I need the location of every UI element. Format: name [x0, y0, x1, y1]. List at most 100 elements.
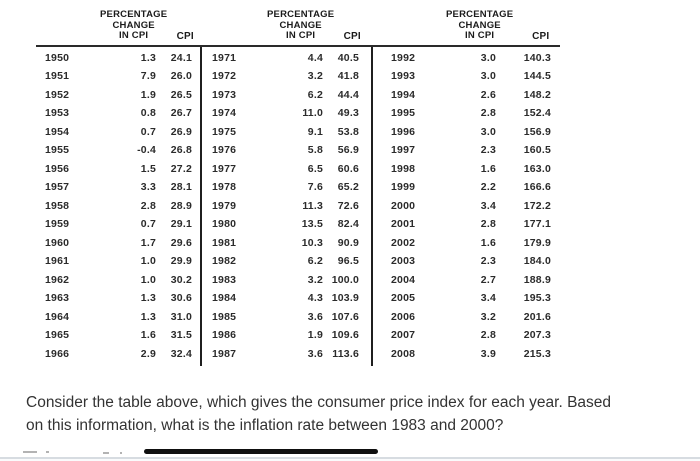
cpi-cell: 107.6 [331, 310, 359, 323]
table-row: 2002 1.6 179.9 [391, 234, 551, 253]
pct-change-cell: 3.0 [480, 51, 496, 64]
table-row: 1975 9.1 53.8 [212, 123, 359, 142]
year-cell: 1993 [391, 70, 416, 83]
pct-header-line3: IN CPI [286, 30, 316, 41]
year-cell: 1963 [45, 292, 70, 305]
cpi-cell: 26.7 [170, 107, 192, 120]
year-cell: 1965 [45, 329, 70, 342]
cpi-cell: 72.6 [337, 199, 359, 212]
table-row: 1987 3.6 113.6 [212, 345, 359, 364]
cpi-cell: 166.6 [523, 181, 551, 194]
pct-change-cell: 13.5 [301, 218, 323, 231]
table-row: 1966 2.9 32.4 [45, 345, 192, 364]
table-row: 1992 3.0 140.3 [391, 49, 551, 68]
year-cell: 1982 [212, 255, 237, 268]
table-header-group-3: PERCENTAGE CHANGE IN CPI CPI [373, 9, 560, 42]
pct-change-cell: 2.6 [480, 88, 496, 101]
cpi-cell: 27.2 [170, 162, 192, 175]
table-header-group-2: PERCENTAGE CHANGE IN CPI CPI [200, 9, 373, 42]
table-row: 1978 7.6 65.2 [212, 178, 359, 197]
table-row: 1998 1.6 163.0 [391, 160, 551, 179]
pct-change-cell: 1.5 [140, 162, 156, 175]
year-cell: 1975 [212, 125, 237, 138]
cpi-cell: 172.2 [523, 199, 551, 212]
cpi-cell: 163.0 [523, 162, 551, 175]
cpi-cell: 215.3 [523, 347, 551, 360]
cpi-cell: 24.1 [170, 51, 192, 64]
table-row: 2004 2.7 188.9 [391, 271, 551, 290]
year-cell: 1962 [45, 273, 70, 286]
pct-change-cell: 1.9 [140, 88, 156, 101]
table-row: 1963 1.3 30.6 [45, 289, 192, 308]
year-cell: 1984 [212, 292, 237, 305]
table-row: 1986 1.9 109.6 [212, 326, 359, 345]
cpi-cell: 144.5 [523, 70, 551, 83]
table-body: 1950 1.3 24.1 1951 7.9 26.0 1952 1.9 26.… [36, 46, 560, 367]
year-cell: 1971 [212, 51, 237, 64]
table-row: 1981 10.3 90.9 [212, 234, 359, 253]
table-row: 2000 3.4 172.2 [391, 197, 551, 216]
year-cell: 1952 [45, 88, 70, 101]
table-row: 1980 13.5 82.4 [212, 215, 359, 234]
year-cell: 2008 [391, 347, 416, 360]
cpi-header: CPI [343, 30, 361, 42]
pct-change-cell: 11.0 [302, 107, 323, 120]
cpi-cell: 188.9 [523, 273, 551, 286]
cpi-cell: 41.8 [337, 70, 359, 83]
year-cell: 2001 [391, 218, 416, 231]
cpi-cell: 113.6 [332, 347, 359, 360]
pct-change-cell: 6.5 [307, 162, 323, 175]
year-cell: 1966 [45, 347, 70, 360]
table-row: 2003 2.3 184.0 [391, 252, 551, 271]
pct-change-header: PERCENTAGE CHANGE IN CPI [446, 9, 514, 42]
pct-change-cell: 9.1 [307, 125, 323, 138]
table-row: 1959 0.7 29.1 [45, 215, 192, 234]
cpi-cell: 207.3 [523, 329, 551, 342]
pct-header-line1: PERCENTAGE [267, 9, 335, 20]
page-bottom-edge [0, 457, 700, 461]
pct-change-cell: 3.2 [307, 273, 323, 286]
cpi-cell: 53.8 [337, 125, 359, 138]
cpi-cell: 26.0 [170, 70, 192, 83]
year-cell: 1959 [45, 218, 70, 231]
table-group-1950s: 1950 1.3 24.1 1951 7.9 26.0 1952 1.9 26.… [36, 47, 200, 367]
cpi-cell: 44.4 [337, 88, 359, 101]
year-cell: 2000 [391, 199, 416, 212]
pct-change-cell: 7.6 [307, 181, 323, 194]
year-cell: 1964 [45, 310, 70, 323]
table-row: 1950 1.3 24.1 [45, 49, 192, 68]
table-header-group-1: PERCENTAGE CHANGE IN CPI CPI [36, 9, 200, 41]
redaction-bar [144, 449, 378, 454]
table-row: 1997 2.3 160.5 [391, 141, 551, 160]
cpi-cell: 156.9 [523, 125, 551, 138]
pct-change-cell: 2.8 [480, 107, 496, 120]
pct-change-cell: 1.7 [140, 236, 156, 249]
year-cell: 2004 [391, 273, 416, 286]
cpi-cell: 152.4 [523, 107, 551, 120]
year-cell: 1960 [45, 236, 70, 249]
cpi-cell: 28.1 [170, 181, 192, 194]
year-cell: 1999 [391, 181, 416, 194]
pct-change-cell: 3.6 [307, 347, 323, 360]
pct-change-cell: 7.9 [140, 70, 156, 83]
year-cell: 1961 [45, 255, 70, 268]
year-cell: 2006 [391, 310, 416, 323]
table-row: 1995 2.8 152.4 [391, 104, 551, 123]
pct-change-cell: 5.8 [307, 144, 323, 157]
cpi-cell: 31.0 [170, 310, 192, 323]
year-cell: 1977 [212, 162, 237, 175]
year-cell: 2003 [391, 255, 416, 268]
pct-change-cell: 3.4 [480, 199, 496, 212]
cpi-cell: 100.0 [331, 273, 359, 286]
year-cell: 1986 [212, 329, 237, 342]
cpi-cell: 148.2 [523, 88, 551, 101]
pct-change-cell: 6.2 [307, 255, 323, 268]
cpi-cell: 29.9 [170, 255, 192, 268]
table-row: 1958 2.8 28.9 [45, 197, 192, 216]
year-cell: 1972 [212, 70, 237, 83]
cpi-cell: 103.9 [331, 292, 359, 305]
pct-change-cell: 0.8 [140, 107, 156, 120]
year-cell: 1987 [212, 347, 237, 360]
pct-header-line1: PERCENTAGE [446, 9, 514, 20]
pct-change-cell: 1.3 [140, 292, 156, 305]
